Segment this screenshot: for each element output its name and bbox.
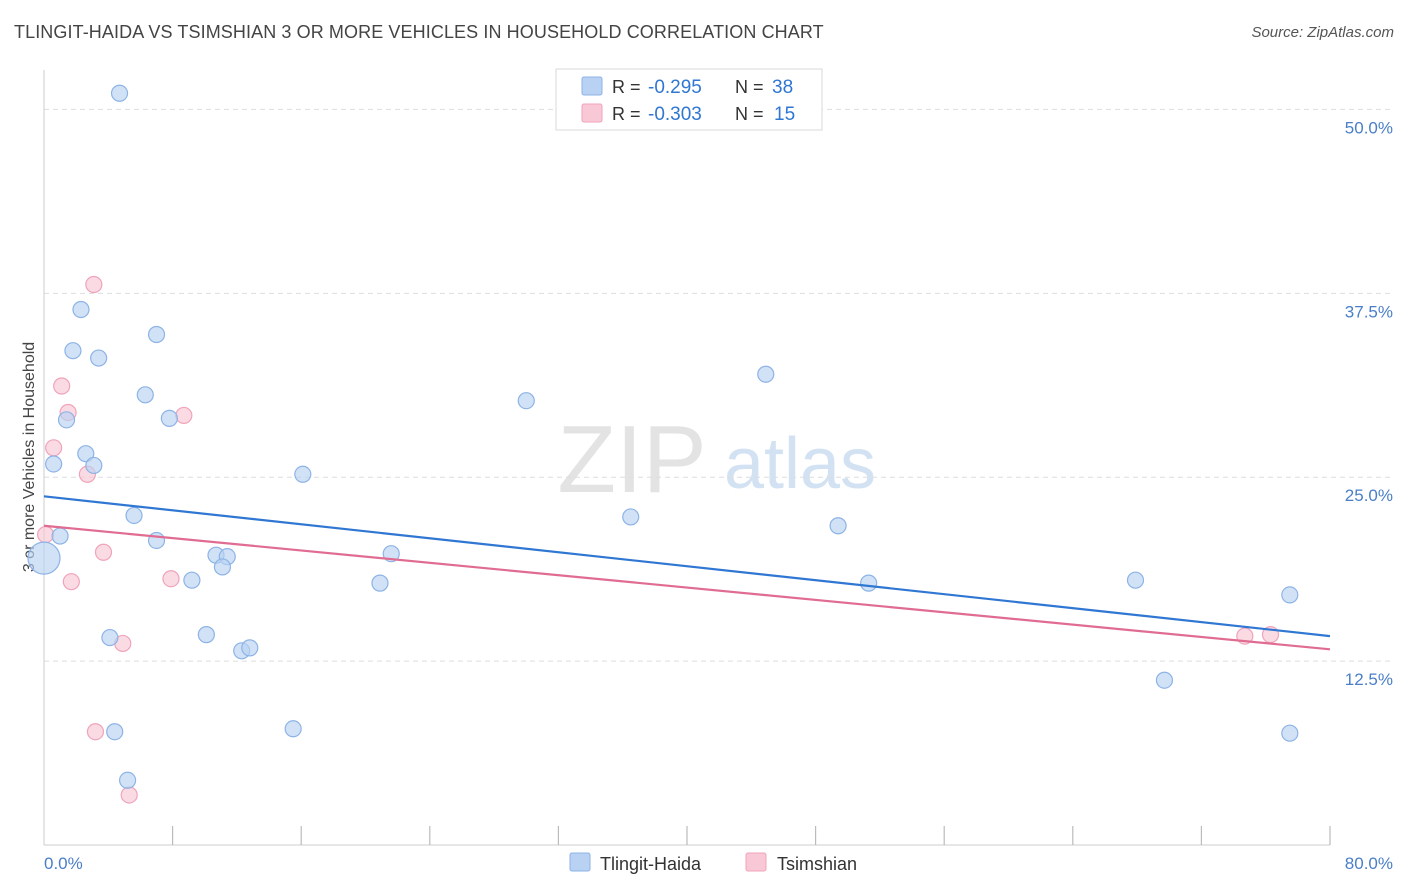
tlingit-haida-point [110, 84, 129, 102]
tsimshian-point [85, 275, 103, 294]
tlingit-haida-point [1281, 586, 1299, 604]
y-tick-label: 50.0% [1345, 118, 1393, 137]
tsimshian-point [94, 543, 113, 561]
stats-legend: R = -0.295 N = 38 R = -0.303 N = 15 [555, 68, 823, 131]
source-label: Source: ZipAtlas.com [1251, 24, 1394, 41]
tlingit-haida-point [294, 465, 312, 483]
stats-n-value-blue: 38 [772, 77, 793, 98]
tlingit-haida-points [27, 84, 1299, 789]
tlingit-haida-point [213, 558, 232, 576]
tlingit-haida-point [90, 349, 108, 367]
tlingit-haida-point [147, 531, 166, 550]
y-tick-label: 12.5% [1345, 670, 1393, 689]
tsimshian-point [86, 723, 105, 741]
tlingit-haida-point [183, 571, 201, 589]
tsimshian-point [62, 573, 80, 591]
stats-legend-swatch-blue [581, 76, 603, 96]
stats-r-value-blue: -0.295 [648, 77, 702, 98]
y-tick-labels: 12.5% 25.0% 37.5% 50.0% [1345, 118, 1393, 689]
stats-n-value-pink: 15 [774, 104, 795, 125]
series-legend-swatch-tlingit-haida [569, 852, 591, 872]
tlingit-haida-point [147, 325, 166, 344]
watermark-zip: ZIP [557, 406, 706, 513]
tlingit-haida-point [77, 445, 95, 463]
tlingit-haida-point [27, 541, 61, 575]
tlingit-haida-point [45, 455, 63, 473]
tlingit-haida-point [241, 639, 259, 657]
tlingit-haida-point [136, 386, 154, 404]
tsimshian-point [175, 406, 193, 425]
stats-r-label-pink: R = [612, 104, 641, 124]
tlingit-haida-point [284, 720, 302, 738]
y-axis-label: 3 or more Vehicles in Household [21, 342, 38, 572]
trend-lines [43, 495, 1331, 651]
x-ticks [172, 826, 1331, 845]
y-tick-label: 25.0% [1345, 486, 1393, 505]
tlingit-haida-point [106, 723, 124, 741]
tlingit-haida-point [125, 506, 143, 525]
tlingit-haida-point [517, 392, 535, 410]
tlingit-haida-point [51, 527, 69, 545]
tsimshian-point [120, 786, 138, 804]
watermark-atlas: atlas [724, 424, 876, 504]
series-legend-label-tlingit-haida: Tlingit-Haida [600, 854, 702, 874]
tsimshian-points [37, 275, 1280, 804]
stats-r-value-pink: -0.303 [648, 104, 702, 125]
tlingit-haida-point [160, 409, 178, 427]
tsimshian-point [45, 439, 63, 457]
tlingit-haida-point [64, 342, 82, 360]
tlingit-haida-point [1126, 571, 1145, 589]
tsimshian-point [37, 525, 55, 544]
x-tick-label-min: 0.0% [44, 854, 83, 873]
stats-n-label-blue: N = [735, 77, 764, 97]
x-tick-label-max: 80.0% [1345, 854, 1393, 873]
tlingit-haida-point [1281, 724, 1299, 742]
stats-legend-swatch-pink [581, 103, 603, 123]
tlingit-haida-trend-line [43, 495, 1331, 638]
tlingit-haida-point [72, 300, 90, 319]
tlingit-haida-point [118, 771, 137, 789]
stats-r-label-blue: R = [612, 77, 641, 97]
tlingit-haida-point [85, 456, 103, 475]
tlingit-haida-point [101, 628, 119, 647]
chart-title: TLINGIT-HAIDA VS TSIMSHIAN 3 OR MORE VEH… [14, 22, 824, 42]
stats-n-label-pink: N = [735, 104, 764, 124]
tlingit-haida-point [197, 626, 215, 644]
tlingit-haida-point [57, 411, 76, 429]
tlingit-haida-point [1155, 671, 1174, 689]
tlingit-haida-point [860, 574, 878, 592]
series-legend: Tlingit-Haida Tsimshian [569, 852, 857, 874]
tlingit-haida-point [622, 508, 640, 526]
tsimshian-trend-line [43, 524, 1331, 651]
series-legend-swatch-tsimshian [745, 852, 767, 872]
tlingit-haida-point [757, 365, 775, 383]
tsimshian-point [162, 570, 180, 588]
tlingit-haida-point [829, 517, 847, 535]
series-legend-label-tsimshian: Tsimshian [777, 854, 857, 874]
tlingit-haida-point [371, 574, 389, 592]
y-tick-label: 37.5% [1345, 302, 1393, 321]
grid-lines [44, 108, 1393, 662]
tsimshian-point [53, 377, 71, 395]
